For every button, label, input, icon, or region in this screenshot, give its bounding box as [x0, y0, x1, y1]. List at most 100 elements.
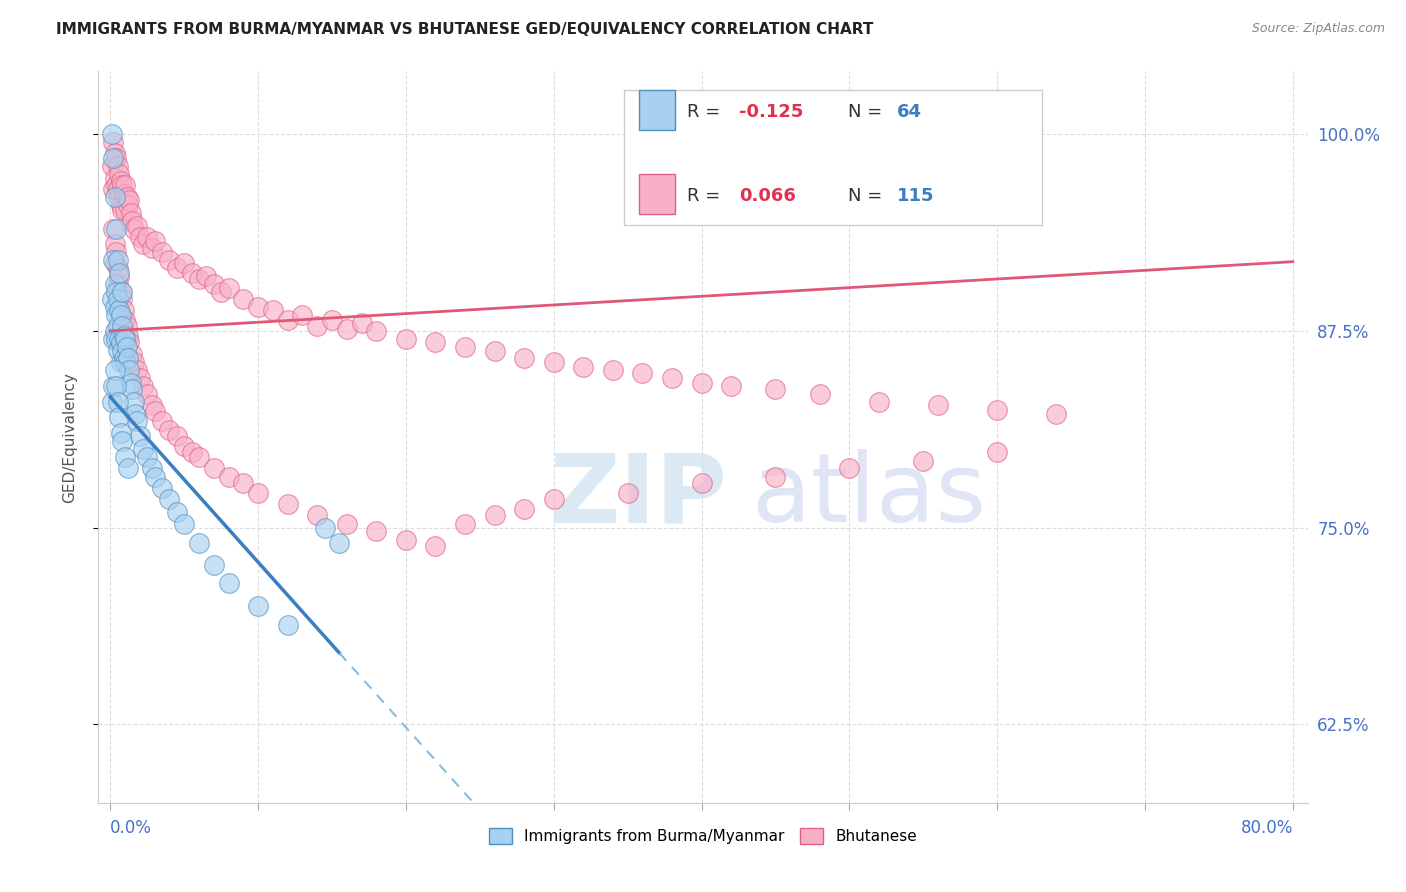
Point — [121, 347, 143, 361]
Point — [107, 159, 129, 173]
Point — [112, 187, 135, 202]
Point — [180, 445, 202, 459]
Point — [114, 450, 136, 464]
Point — [307, 508, 329, 522]
Point — [141, 460, 163, 475]
Point — [232, 293, 254, 307]
Point — [616, 486, 638, 500]
Point — [100, 394, 122, 409]
Point — [128, 371, 150, 385]
Point — [110, 198, 132, 212]
Point — [425, 540, 447, 554]
Point — [143, 404, 166, 418]
Point — [100, 128, 122, 142]
Point — [986, 445, 1008, 459]
Text: ZIP: ZIP — [550, 449, 727, 542]
Point — [100, 293, 122, 307]
Point — [108, 268, 131, 283]
Point — [103, 151, 125, 165]
Point — [107, 293, 129, 307]
Point — [141, 398, 163, 412]
Point — [117, 198, 139, 212]
Point — [108, 266, 131, 280]
Point — [425, 334, 447, 349]
Point — [247, 599, 270, 614]
Point — [157, 423, 180, 437]
Point — [111, 178, 134, 192]
Point — [104, 171, 127, 186]
Point — [132, 442, 155, 456]
Point — [103, 332, 125, 346]
Point — [104, 324, 127, 338]
Point — [108, 410, 131, 425]
Point — [105, 332, 128, 346]
Point — [117, 460, 139, 475]
Point — [395, 332, 418, 346]
Point — [180, 266, 202, 280]
Point — [513, 501, 536, 516]
Text: atlas: atlas — [751, 449, 987, 542]
Point — [661, 371, 683, 385]
Point — [114, 313, 136, 327]
Point — [111, 344, 134, 359]
Point — [112, 328, 135, 343]
Point — [103, 221, 125, 235]
Point — [110, 285, 132, 299]
Text: 0.066: 0.066 — [740, 187, 796, 205]
Point — [350, 316, 373, 330]
Point — [454, 340, 477, 354]
Point — [307, 319, 329, 334]
Point — [104, 277, 127, 291]
Point — [107, 277, 129, 291]
Point — [484, 344, 506, 359]
Point — [247, 486, 270, 500]
Point — [166, 260, 188, 275]
Point — [117, 328, 139, 343]
Point — [112, 351, 135, 365]
Point — [111, 285, 134, 299]
Y-axis label: GED/Equivalency: GED/Equivalency — [63, 372, 77, 502]
Point — [136, 450, 159, 464]
Point — [187, 536, 209, 550]
Point — [110, 355, 132, 369]
Point — [143, 470, 166, 484]
Point — [690, 376, 713, 390]
Point — [136, 229, 159, 244]
Point — [105, 151, 128, 165]
Point — [128, 229, 150, 244]
Text: IMMIGRANTS FROM BURMA/MYANMAR VS BHUTANESE GED/EQUIVALENCY CORRELATION CHART: IMMIGRANTS FROM BURMA/MYANMAR VS BHUTANE… — [56, 22, 873, 37]
Point — [114, 178, 136, 192]
Point — [218, 281, 240, 295]
Point — [117, 351, 139, 365]
Text: 115: 115 — [897, 187, 934, 205]
Point — [108, 332, 131, 346]
Point — [100, 159, 122, 173]
Text: R =: R = — [688, 103, 727, 120]
Point — [602, 363, 624, 377]
Point — [114, 332, 136, 346]
Point — [247, 301, 270, 315]
Point — [104, 301, 127, 315]
Point — [720, 379, 742, 393]
Point — [110, 334, 132, 349]
Point — [262, 303, 284, 318]
Point — [150, 481, 173, 495]
Point — [765, 470, 787, 484]
Point — [104, 237, 127, 252]
Text: -0.125: -0.125 — [740, 103, 804, 120]
Point — [104, 256, 127, 270]
Point — [150, 413, 173, 427]
Point — [115, 190, 138, 204]
Point — [107, 394, 129, 409]
Point — [277, 618, 299, 632]
Point — [105, 285, 128, 299]
Point — [108, 167, 131, 181]
Point — [543, 355, 565, 369]
Point — [277, 313, 299, 327]
Text: 0.0%: 0.0% — [110, 820, 152, 838]
Point — [107, 319, 129, 334]
Point — [166, 429, 188, 443]
Point — [104, 146, 127, 161]
Point — [277, 497, 299, 511]
Point — [111, 293, 134, 307]
